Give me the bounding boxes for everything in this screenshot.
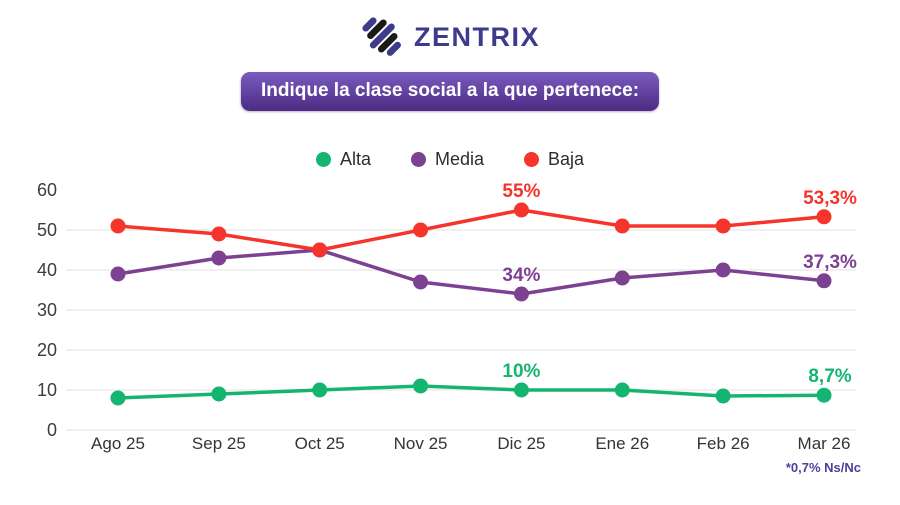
x-tick-label: Mar 26 — [798, 434, 851, 453]
x-tick-label: Ene 26 — [595, 434, 649, 453]
data-point-baja-2 — [312, 242, 328, 258]
x-tick-label: Feb 26 — [697, 434, 750, 453]
y-tick-label: 30 — [37, 300, 57, 320]
x-tick-label: Dic 25 — [497, 434, 545, 453]
y-tick-label: 40 — [37, 260, 57, 280]
x-tick-label: Ago 25 — [91, 434, 145, 453]
data-point-baja-7 — [816, 209, 832, 225]
data-point-baja-5 — [614, 218, 630, 234]
zentrix-logo-icon — [362, 17, 401, 56]
data-label-baja-7: 53,3% — [803, 188, 857, 209]
legend-item-media: Media — [410, 149, 485, 170]
x-tick-label: Nov 25 — [394, 434, 448, 453]
data-label-alta-7: 8,7% — [808, 366, 851, 387]
data-point-baja-0 — [110, 218, 126, 234]
data-point-alta-7 — [816, 387, 832, 403]
chart-svg: 0 10 20 30 40 50 60 Ago 25 Sep 25 Oct 25 Nov 25 Dic… — [37, 180, 857, 453]
logo-text: ZENTRIX — [413, 21, 540, 52]
legend-dot-media — [410, 152, 426, 167]
data-point-alta-4 — [513, 382, 529, 398]
logo: ZENTRIX — [0, 14, 900, 60]
y-tick-label: 60 — [37, 180, 57, 200]
series-line-media — [116, 248, 826, 296]
data-label-media-4: 34% — [502, 265, 540, 286]
y-tick-label: 10 — [37, 380, 57, 400]
data-point-media-5 — [614, 270, 630, 286]
data-point-media-1 — [211, 250, 227, 266]
data-point-baja-1 — [211, 226, 227, 242]
data-point-alta-5 — [614, 382, 630, 398]
footnote: *0,7% Ns/Nc — [785, 460, 861, 475]
data-point-media-0 — [110, 266, 126, 282]
y-tick-label: 0 — [47, 420, 57, 440]
data-point-media-7 — [816, 273, 832, 289]
chart-title-banner: Indique la clase social a la que pertene… — [240, 72, 660, 111]
data-point-alta-2 — [312, 382, 328, 398]
data-point-baja-4 — [513, 202, 529, 218]
data-point-alta-3 — [413, 378, 429, 394]
legend-label: Baja — [548, 149, 585, 169]
data-point-alta-0 — [110, 390, 126, 406]
legend-label: Media — [434, 149, 485, 169]
x-tick-label: Sep 25 — [192, 434, 246, 453]
legend: Alta Media Baja — [0, 149, 900, 170]
series-line-baja — [116, 208, 826, 252]
data-label-baja-4: 55% — [502, 181, 540, 202]
series-line-alta — [116, 384, 826, 400]
legend-item-alta: Alta — [315, 149, 371, 170]
y-tick-label: 20 — [37, 340, 57, 360]
data-point-baja-3 — [413, 222, 429, 238]
data-label-media-7: 37,3% — [803, 252, 857, 273]
legend-label: Alta — [339, 149, 371, 169]
data-point-media-6 — [715, 262, 731, 278]
y-tick-label: 50 — [37, 220, 57, 240]
data-point-alta-6 — [715, 388, 731, 404]
data-point-alta-1 — [211, 386, 227, 402]
legend-dot-alta — [315, 152, 331, 167]
data-point-media-3 — [413, 274, 429, 290]
data-label-alta-4: 10% — [502, 361, 540, 382]
x-tick-label: Oct 25 — [295, 434, 345, 453]
legend-dot-baja — [524, 152, 540, 167]
data-point-media-4 — [513, 286, 529, 302]
data-point-baja-6 — [715, 218, 731, 234]
legend-item-baja: Baja — [524, 149, 584, 170]
